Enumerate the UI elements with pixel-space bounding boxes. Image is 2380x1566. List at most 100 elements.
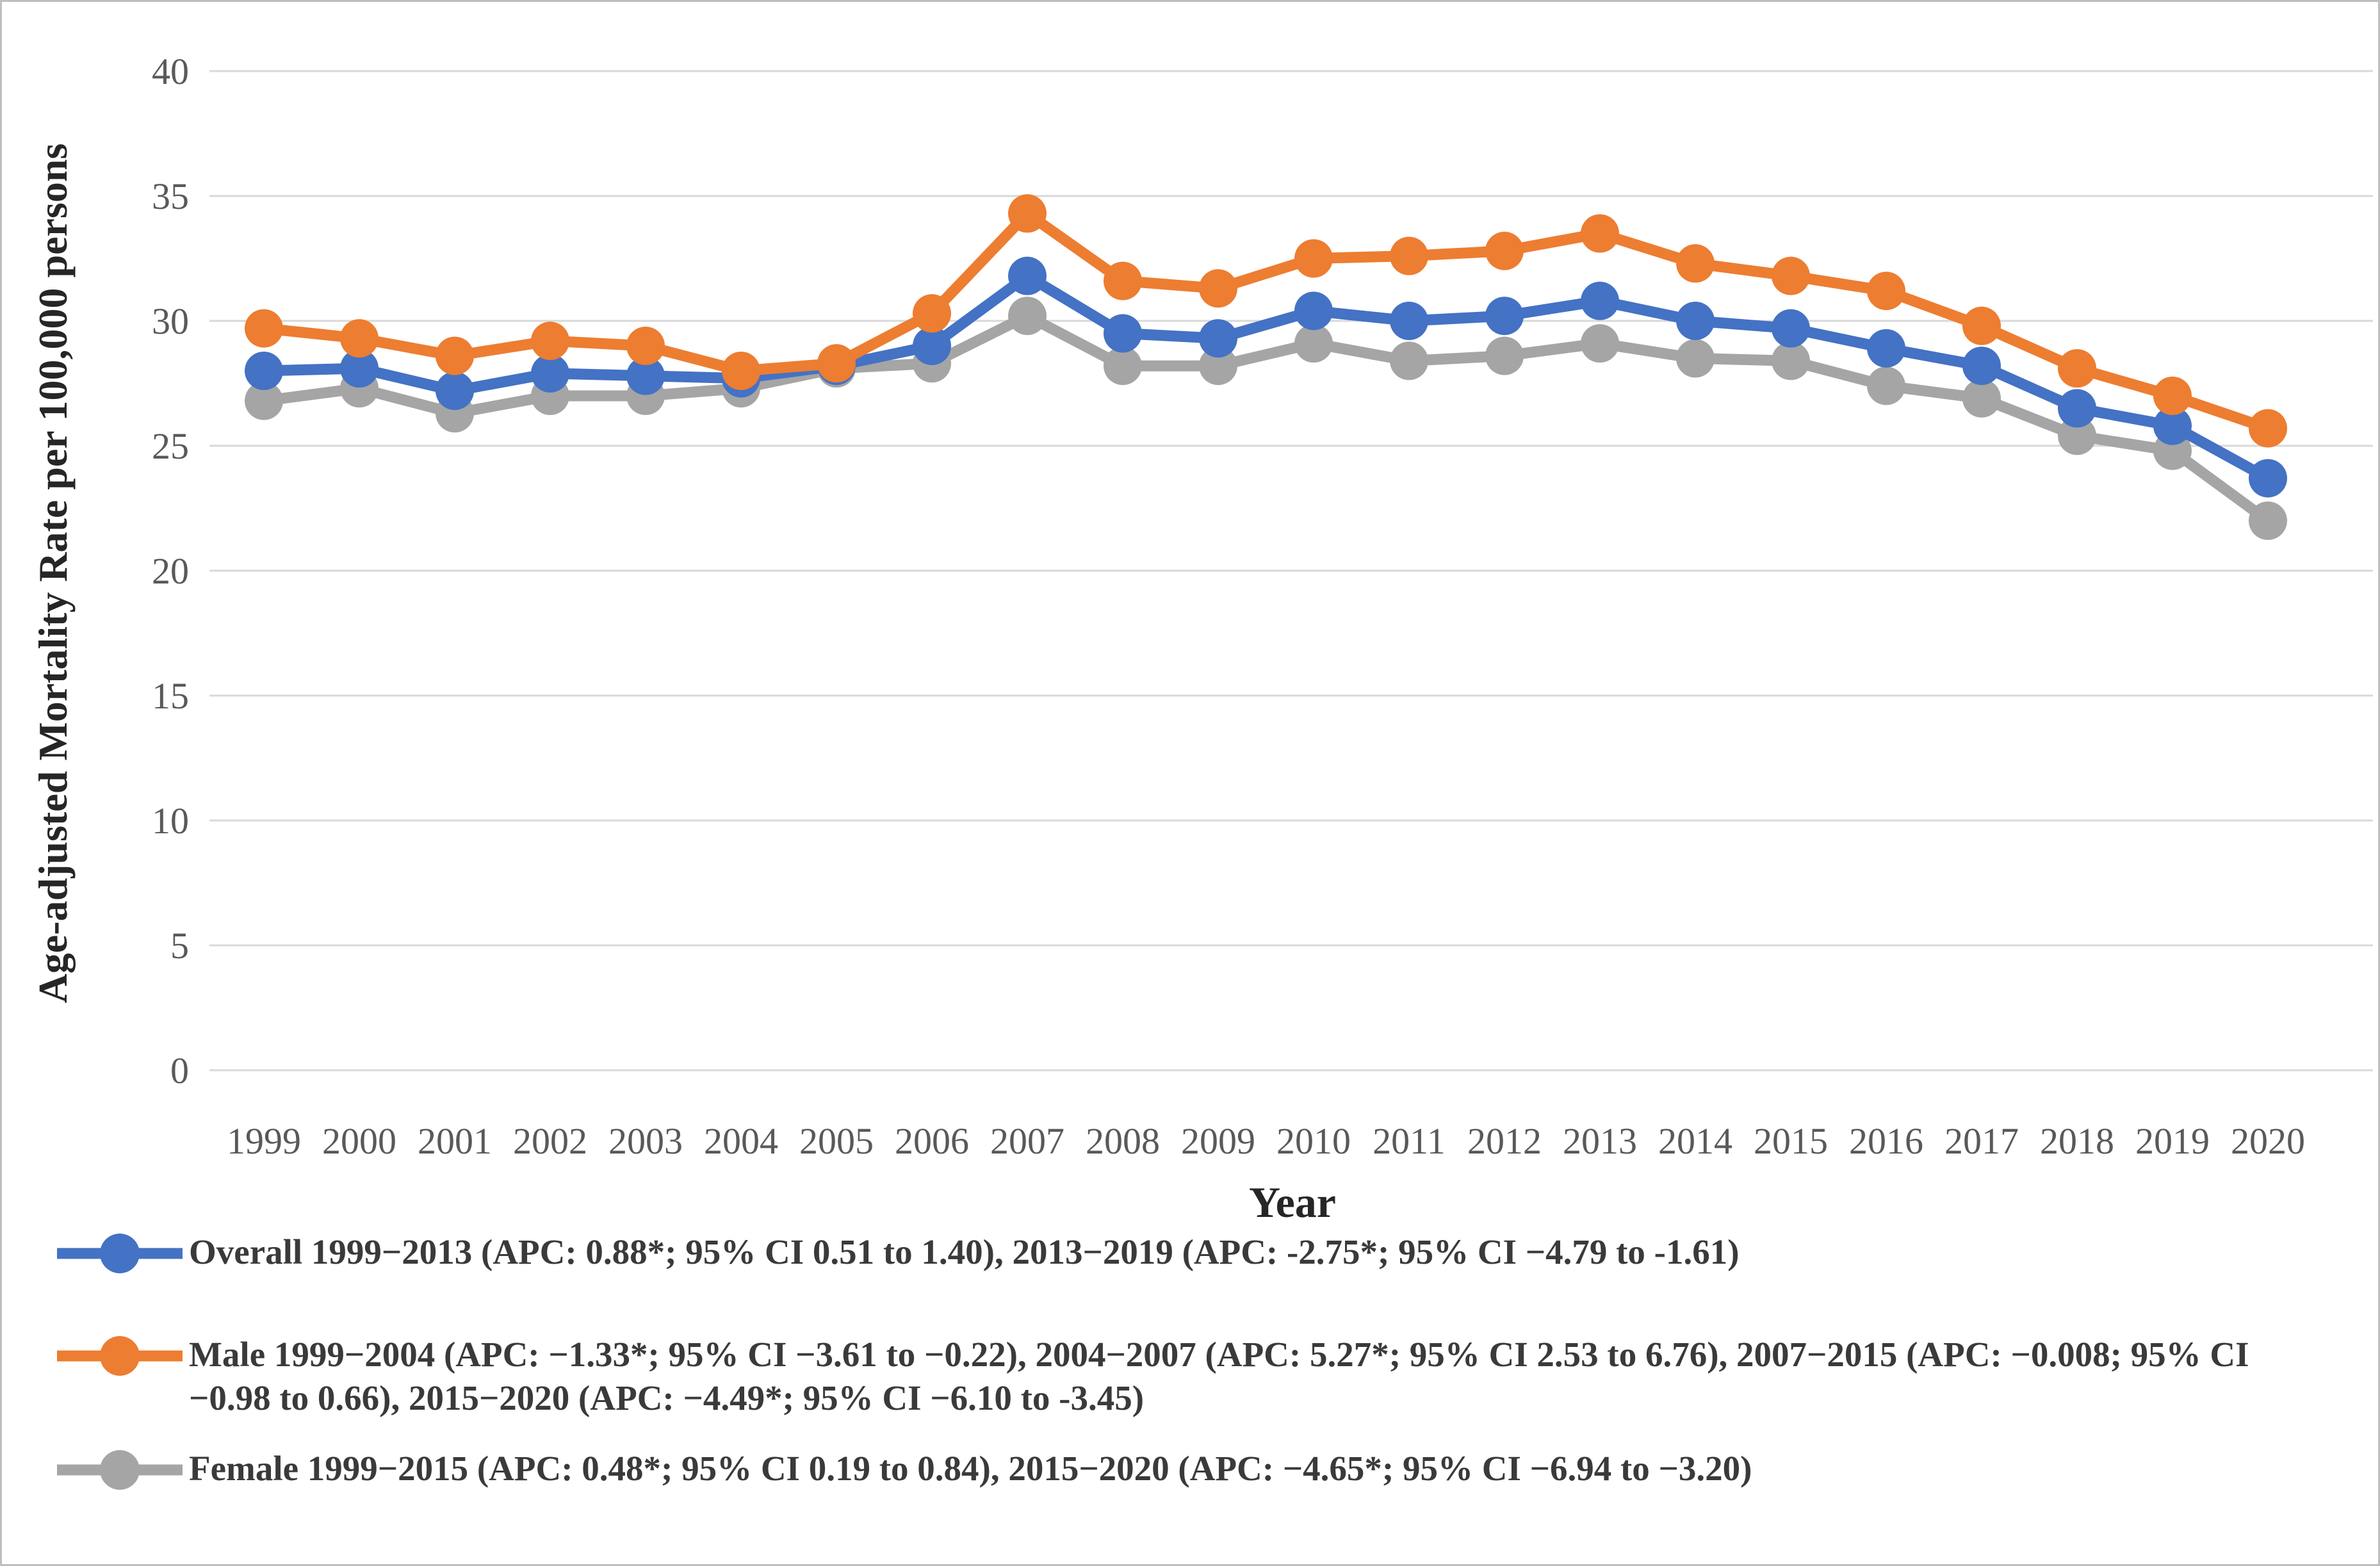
data-point-overall-2015 (1772, 309, 1810, 348)
x-tick-label: 2002 (513, 1120, 587, 1162)
x-tick-label: 2011 (1373, 1120, 1446, 1162)
y-tick-label: 30 (152, 300, 189, 342)
y-tick-label: 15 (152, 675, 189, 717)
x-tick-label: 1999 (227, 1120, 301, 1162)
data-point-male-2004 (722, 352, 760, 390)
data-point-male-2002 (531, 322, 569, 361)
data-point-male-2018 (2058, 349, 2096, 388)
series-overall (245, 256, 2287, 498)
data-point-female-2014 (1676, 339, 1715, 378)
data-point-male-2009 (1199, 269, 1237, 308)
x-tick-label: 2018 (2040, 1120, 2114, 1162)
data-point-male-2020 (2249, 409, 2287, 448)
data-point-overall-2007 (1008, 256, 1047, 295)
y-tick-label: 10 (152, 800, 189, 842)
data-point-male-2003 (626, 327, 665, 365)
x-tick-label: 2003 (608, 1120, 683, 1162)
data-point-female-2015 (1772, 341, 1810, 380)
y-tick-label: 25 (152, 425, 189, 467)
x-tick-label: 2016 (1849, 1120, 1923, 1162)
data-point-male-2005 (817, 344, 856, 383)
x-tick-label: 2014 (1658, 1120, 1732, 1162)
y-tick-label: 40 (152, 51, 189, 92)
data-point-overall-2014 (1676, 302, 1715, 340)
legend-label-female: Female 1999−2015 (APC: 0.48*; 95% CI 0.1… (189, 1449, 1752, 1488)
data-point-male-2000 (340, 319, 379, 358)
x-tick-label: 2007 (990, 1120, 1064, 1162)
data-point-female-2009 (1199, 347, 1237, 386)
x-tick-label: 2015 (1754, 1120, 1828, 1162)
x-tick-label: 2009 (1181, 1120, 1255, 1162)
x-tick-label: 2017 (1944, 1120, 2019, 1162)
data-point-male-1999 (245, 309, 283, 348)
x-tick-label: 2004 (704, 1120, 778, 1162)
data-point-male-2001 (436, 336, 474, 375)
x-tick-label: 2012 (1467, 1120, 1542, 1162)
y-axis-title: Age-adjusted Mortality Rate per 100,000 … (30, 143, 76, 1004)
data-point-overall-2019 (2153, 406, 2192, 445)
male-series-marker-icon (57, 1336, 183, 1376)
legend-row-overall: Overall 1999−2013 (APC: 0.88*; 95% CI 0.… (52, 1230, 2358, 1276)
x-axis-title: Year (1249, 1178, 1336, 1227)
x-tick-label: 2005 (799, 1120, 874, 1162)
data-point-female-1999 (245, 381, 283, 420)
data-point-overall-2003 (626, 356, 665, 395)
data-point-overall-2016 (1867, 329, 1905, 368)
data-point-overall-2017 (1962, 347, 2001, 386)
y-tick-label: 0 (170, 1050, 189, 1091)
data-point-male-2007 (1008, 194, 1047, 233)
data-point-overall-2010 (1294, 291, 1333, 330)
x-tick-label: 2020 (2231, 1120, 2305, 1162)
data-point-overall-1999 (245, 352, 283, 390)
data-point-male-2014 (1676, 244, 1715, 283)
series-line-male (258, 208, 2274, 434)
data-point-overall-2018 (2058, 389, 2096, 428)
series-line-overall (258, 270, 2274, 484)
legend-row-male: Male 1999−2004 (APC: −1.33*; 95% CI −3.6… (52, 1333, 2358, 1420)
data-point-overall-2012 (1485, 297, 1524, 336)
data-point-female-2016 (1867, 366, 1905, 405)
data-point-overall-2011 (1390, 302, 1428, 340)
legend-label-male: Male 1999−2004 (APC: −1.33*; 95% CI −3.6… (189, 1335, 2249, 1417)
female-series-marker-icon (57, 1450, 183, 1490)
data-point-female-2011 (1390, 341, 1428, 380)
y-tick-label: 35 (152, 175, 189, 217)
data-point-male-2012 (1485, 231, 1524, 270)
data-point-female-2017 (1962, 379, 2001, 418)
data-point-overall-2009 (1199, 319, 1237, 358)
data-point-male-2006 (913, 294, 951, 333)
series-male (245, 194, 2287, 448)
data-point-male-2013 (1581, 214, 1619, 253)
data-point-overall-2006 (913, 327, 951, 365)
data-point-female-2007 (1008, 297, 1047, 336)
data-point-female-2013 (1581, 324, 1619, 363)
x-tick-label: 2013 (1563, 1120, 1637, 1162)
x-tick-label: 2008 (1086, 1120, 1160, 1162)
x-axis-tick-labels: 1999 2000 2001 2002 2003 2004 2005 2006 2007 2008… (227, 1120, 2305, 1162)
data-point-overall-2002 (531, 354, 569, 393)
data-point-female-2010 (1294, 324, 1333, 363)
x-tick-label: 2001 (418, 1120, 492, 1162)
data-point-male-2016 (1867, 272, 1905, 311)
x-tick-label: 2010 (1276, 1120, 1351, 1162)
series-line-female (258, 310, 2274, 526)
data-point-male-2019 (2153, 377, 2192, 415)
data-point-female-2008 (1104, 347, 1142, 386)
data-point-male-2017 (1962, 306, 2001, 345)
x-tick-label: 2019 (2135, 1120, 2210, 1162)
x-tick-label: 2000 (322, 1120, 396, 1162)
data-point-female-2020 (2249, 502, 2287, 540)
gridlines (209, 70, 2373, 1072)
x-tick-label: 2006 (895, 1120, 969, 1162)
data-point-overall-2008 (1104, 314, 1142, 353)
data-point-overall-2000 (340, 349, 379, 388)
legend-row-female: Female 1999−2015 (APC: 0.48*; 95% CI 0.1… (52, 1447, 2358, 1493)
data-point-male-2011 (1390, 236, 1428, 275)
data-point-overall-2020 (2249, 459, 2287, 498)
data-point-male-2010 (1294, 239, 1333, 278)
y-axis-tick-labels: 0 5 10 15 20 25 30 35 40 (152, 51, 189, 1091)
legend-label-overall: Overall 1999−2013 (APC: 0.88*; 95% CI 0.… (189, 1232, 1740, 1271)
data-point-female-2012 (1485, 336, 1524, 375)
data-point-overall-2013 (1581, 281, 1619, 320)
